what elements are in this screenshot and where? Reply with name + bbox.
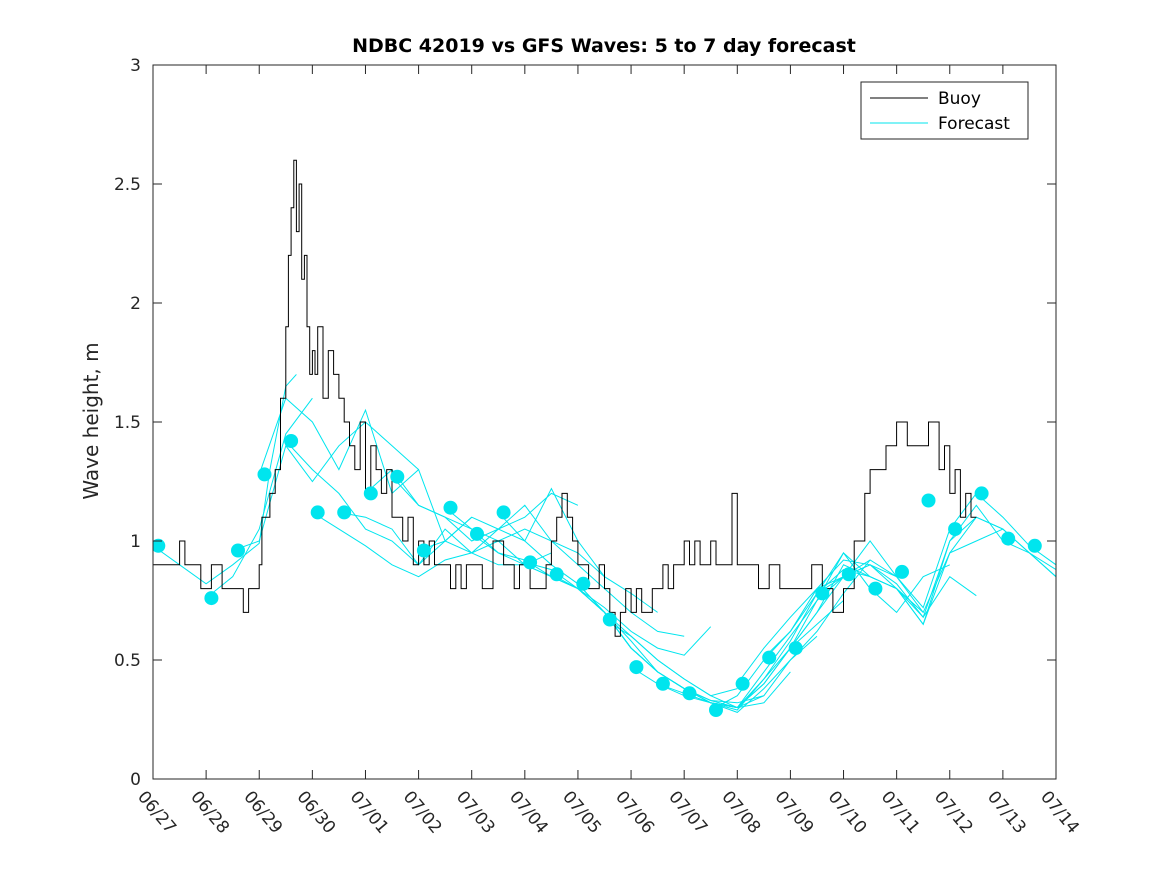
forecast-point [153, 538, 166, 553]
y-tick-label: 2 [130, 294, 141, 314]
forecast-point [337, 505, 352, 520]
forecast-point [655, 676, 670, 691]
x-tick-label: 07/13 [983, 787, 1030, 837]
forecast-point [815, 586, 830, 601]
y-tick-label: 0.5 [114, 651, 141, 671]
forecast-point [470, 526, 484, 541]
x-tick-label: 07/11 [877, 787, 924, 837]
y-tick-label: 1.5 [114, 413, 141, 433]
legend-forecast-label: Forecast [938, 114, 1010, 134]
axes-box [152, 64, 1057, 780]
x-tick-label: 06/30 [293, 787, 340, 837]
forecast-line-11 [444, 507, 738, 697]
x-tick-label: 06/29 [239, 787, 286, 837]
legend: Buoy Forecast [860, 81, 1029, 140]
forecast-point [496, 505, 511, 520]
y-tick-label: 2.5 [114, 175, 141, 195]
x-tick-label: 06/27 [133, 787, 180, 837]
forecast-point [523, 555, 538, 570]
forecast-line-9 [391, 476, 685, 637]
forecast-line-2 [205, 397, 313, 599]
x-tick-label: 07/14 [1036, 787, 1083, 837]
forecast-line-13 [497, 512, 791, 709]
forecast-line-23 [763, 504, 1056, 658]
buoy-line [153, 159, 977, 637]
x-tick-label: 07/04 [505, 787, 552, 837]
forecast-line-21 [710, 528, 1004, 711]
forecast-line-4 [258, 397, 473, 542]
forecast-point [1001, 531, 1016, 546]
y-tick-label: 1 [130, 532, 141, 552]
forecast-line-8 [365, 468, 658, 613]
forecast-point [363, 486, 378, 501]
x-tick-label: 07/02 [399, 787, 446, 837]
forecast-point [974, 486, 989, 501]
forecast-point [868, 581, 883, 596]
forecast-line-12 [471, 533, 765, 704]
legend-box [860, 81, 1029, 140]
forecast-point [310, 505, 325, 520]
x-tick-label: 07/06 [611, 787, 658, 837]
forecast-point [416, 543, 431, 558]
y-tick-label: 3 [130, 56, 141, 76]
forecast-line-24 [789, 492, 1056, 649]
forecast-point [231, 543, 245, 558]
forecast-point [629, 660, 644, 675]
forecast-line-7 [338, 504, 605, 578]
forecast-point [762, 650, 777, 665]
forecast-line-6 [312, 492, 579, 578]
x-tick-label: 07/03 [452, 787, 499, 837]
forecast-point [443, 500, 458, 515]
forecast-point [284, 434, 299, 448]
forecast-point [549, 567, 564, 582]
forecast-point [709, 703, 723, 717]
forecast-point [602, 612, 617, 627]
forecast-point [390, 469, 405, 484]
x-tick-label: 07/05 [558, 787, 605, 837]
plot-area [153, 159, 1056, 717]
forecast-point [788, 641, 803, 656]
forecast-line-3 [232, 421, 419, 551]
x-tick-label: 07/07 [664, 787, 711, 837]
y-tick-label: 0 [130, 770, 141, 790]
y-axis-label: Wave height, m [79, 342, 103, 499]
x-tick-label: 07/01 [346, 787, 393, 837]
forecast-line-10 [418, 540, 712, 656]
x-tick-label: 07/10 [824, 787, 871, 837]
forecast-point [948, 522, 963, 537]
forecast-point [921, 493, 936, 508]
chart-title: NDBC 42019 vs GFS Waves: 5 to 7 day fore… [352, 35, 856, 57]
forecast-point [1027, 538, 1042, 553]
forecast-point [576, 576, 591, 591]
forecast-line-1 [153, 374, 297, 585]
x-tick-label: 07/12 [930, 787, 977, 837]
forecast-point [735, 676, 750, 691]
forecast-point [895, 564, 909, 579]
legend-buoy-label: Buoy [938, 89, 981, 109]
forecast-point [841, 567, 856, 582]
forecast-point [257, 467, 272, 482]
x-tick-label: 07/09 [771, 787, 818, 837]
forecast-line-16 [577, 559, 871, 713]
forecast-point [682, 686, 697, 701]
forecast-line-25 [816, 516, 1056, 626]
forecast-point [204, 591, 219, 606]
x-tick-label: 07/08 [717, 787, 764, 837]
x-tick-label: 06/28 [186, 787, 233, 837]
